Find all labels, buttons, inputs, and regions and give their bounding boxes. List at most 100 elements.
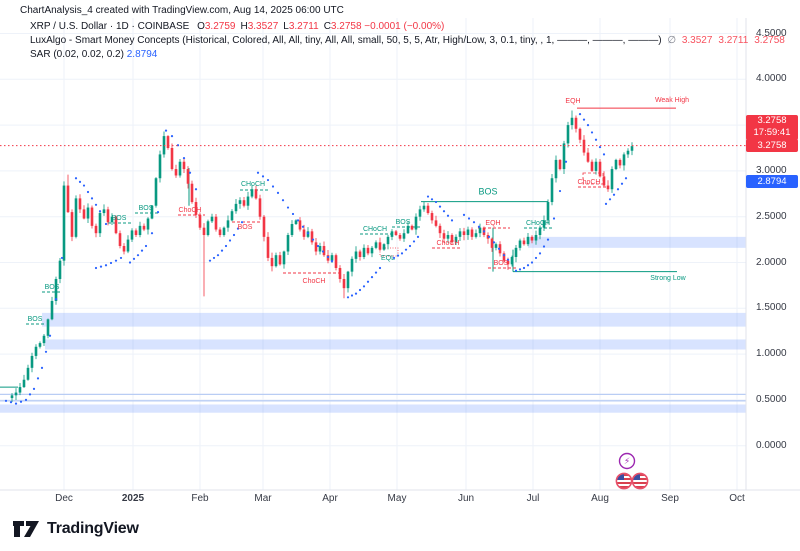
sar-dot	[48, 334, 52, 337]
structure-label: BOS	[396, 219, 411, 226]
tradingview-logo-text: TradingView	[47, 520, 139, 537]
sar-dot	[74, 177, 78, 180]
candle-body	[470, 229, 474, 237]
candle-body	[318, 246, 322, 252]
candle-body	[82, 209, 86, 219]
sar-dot	[542, 245, 546, 248]
candle-body	[594, 161, 598, 171]
tradingview-logo-icon	[13, 521, 39, 537]
candle-body	[538, 227, 542, 236]
time-axis[interactable]: Dec 2025 Feb Mar Apr May Jun Jul Aug Sep Oct	[0, 490, 746, 507]
lightning-sticker-icon	[618, 452, 636, 470]
sar-dot	[144, 244, 148, 248]
candle-body	[590, 161, 594, 171]
candle-body	[554, 159, 558, 179]
candle-body	[370, 247, 374, 254]
sar-dot	[208, 259, 212, 262]
sar-dot	[526, 264, 530, 267]
sar-dot	[82, 184, 86, 187]
candle-body	[114, 216, 118, 234]
sar-dot	[216, 254, 220, 257]
sar-dot	[598, 145, 602, 149]
indicator-values: 3.3527 3.2711 3.2758	[682, 35, 791, 46]
sar-dot	[374, 271, 378, 274]
candle-body	[630, 146, 634, 151]
candle-body	[150, 205, 154, 219]
candle-body	[102, 209, 106, 214]
sar-dot	[616, 188, 620, 191]
candle-body	[462, 231, 466, 236]
sar-dot	[232, 233, 236, 237]
candle-body	[270, 257, 274, 267]
ohlc-value: 3.2711	[288, 21, 319, 32]
sar-dot	[538, 252, 542, 255]
time-tick-label: Aug	[591, 493, 609, 504]
sar-dot	[98, 210, 102, 213]
sar-dot	[530, 261, 534, 264]
candle-body	[226, 220, 230, 228]
structure-box	[379, 247, 399, 257]
candle-body	[170, 148, 174, 170]
candle-body	[98, 213, 102, 234]
sar-dot	[28, 393, 32, 396]
sar-dot	[450, 219, 454, 222]
candle-body	[254, 189, 258, 199]
sar-dot	[256, 171, 260, 174]
price-tick-label: 1.5000	[756, 302, 787, 314]
candle-body	[614, 159, 618, 170]
candle-body	[90, 207, 94, 226]
candle-body	[442, 233, 446, 239]
candle-body	[530, 236, 534, 241]
ohlc-key: C	[323, 21, 331, 32]
sar-dot	[276, 191, 280, 194]
sar-dot	[446, 214, 450, 217]
candle-body	[294, 220, 298, 225]
sar-dot	[150, 232, 154, 235]
price-tick-label: 1.0000	[756, 348, 787, 360]
change-value: −0.0001 (−0.00%)	[364, 21, 445, 32]
sar-dot	[60, 256, 64, 260]
candle-body	[274, 255, 278, 267]
sar-dot	[266, 178, 270, 182]
sar-dot	[54, 298, 58, 301]
symbol-legend: XRP / U.S. Dollar · 1D · COINBASE O3.275…	[30, 21, 444, 32]
sar-dot	[164, 129, 168, 132]
candle-body	[430, 213, 434, 221]
candle-body	[58, 260, 62, 279]
sar-dot	[316, 244, 320, 248]
candle-body	[110, 216, 114, 223]
structure-label: CHoCH	[526, 220, 550, 227]
candle-body	[166, 136, 170, 148]
candle-body	[378, 242, 382, 250]
candle-body	[570, 117, 574, 126]
candle-body	[526, 236, 530, 245]
candle-body	[518, 240, 522, 248]
sar-dot	[32, 387, 36, 391]
candle-body	[506, 260, 510, 265]
sar-dot	[132, 257, 136, 260]
candle-body	[386, 236, 390, 245]
candle-body	[126, 239, 130, 252]
sar-value: 2.8794	[126, 49, 158, 60]
symbol-title: XRP / U.S. Dollar · 1D · COINBASE	[30, 21, 190, 32]
structure-label: EQH	[485, 220, 500, 227]
sar-dot	[408, 244, 412, 248]
candle-body	[214, 216, 218, 230]
sar-dot	[590, 131, 594, 134]
sar-dot	[430, 198, 434, 201]
candle-body	[18, 387, 22, 393]
sar-dot	[366, 280, 370, 283]
candle-body	[382, 244, 386, 250]
price-axis[interactable]: 4.50004.00003.50003.00002.50002.00001.50…	[746, 18, 800, 490]
candle-body	[582, 139, 586, 153]
sar-dot	[321, 250, 325, 253]
candle-body	[190, 183, 194, 203]
candle-body	[406, 225, 410, 234]
snapshot-title: ChartAnalysis_4 created with TradingView…	[20, 5, 344, 16]
time-tick-label: Apr	[322, 493, 338, 504]
sar-dot	[426, 195, 430, 198]
sar-dot	[608, 198, 612, 201]
ohlc-key: L	[283, 21, 289, 32]
candle-body	[94, 225, 98, 234]
